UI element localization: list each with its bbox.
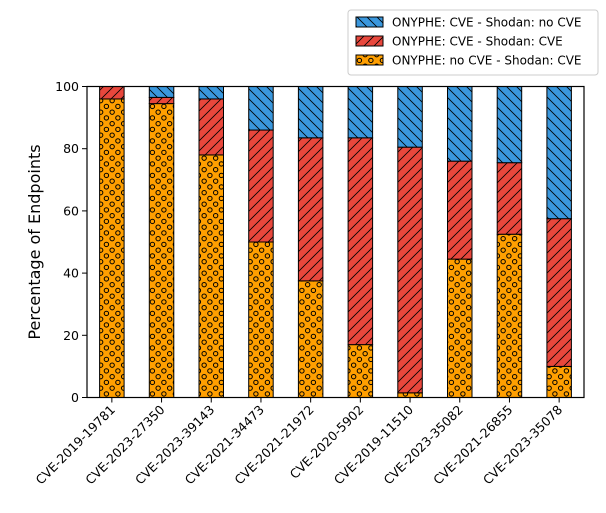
legend-swatch	[355, 16, 384, 28]
bar-segment-1-9	[496, 233, 523, 398]
y-tick-label: 20	[63, 328, 79, 343]
y-axis-label: Percentage of Endpoints	[25, 144, 44, 339]
bar-segment-3-10	[546, 86, 572, 220]
bar-segment-1-10	[546, 365, 572, 398]
y-tick-label: 0	[71, 390, 79, 405]
legend-swatch	[355, 35, 384, 47]
y-axis: 0 20 40 60 80 100	[55, 79, 87, 405]
bar-segment-3-7	[397, 86, 423, 148]
bar-segment-2-1	[99, 86, 125, 100]
bar-segment-2-7	[397, 146, 423, 394]
legend-swatch	[355, 54, 384, 66]
bar-segment-2-3	[198, 98, 224, 156]
bar-segment-3-9	[496, 86, 523, 164]
x-axis: CVE-2019-19781CVE-2023-27350CVE-2023-391…	[33, 397, 565, 487]
bar-segment-2-8	[447, 160, 473, 260]
y-tick-label: 100	[55, 79, 79, 94]
bar-segment-1-2	[148, 103, 175, 398]
legend-label: ONYPHE: no CVE - Shodan: CVE	[392, 54, 582, 68]
bar-segment-3-3	[198, 86, 224, 100]
bar-segment-2-9	[496, 162, 523, 235]
legend-label: ONYPHE: CVE - Shodan: no CVE	[392, 16, 582, 30]
bar-segment-2-6	[347, 137, 374, 346]
y-tick-label: 40	[63, 266, 79, 281]
bar-segment-1-1	[99, 98, 125, 398]
legend: ONYPHE: CVE - Shodan: no CVE ONYPHE: CVE …	[347, 9, 599, 76]
bars-layer	[99, 86, 572, 399]
bar-segment-2-5	[297, 137, 324, 282]
bar-segment-2-4	[248, 129, 274, 243]
bar-segment-3-5	[297, 86, 324, 139]
bar-segment-3-8	[447, 86, 473, 162]
y-tick-label: 60	[63, 203, 79, 218]
bar-segment-1-6	[347, 344, 374, 399]
bar-segment-1-5	[297, 280, 324, 398]
bar-segment-2-2	[148, 96, 175, 105]
plot-frame	[86, 85, 585, 399]
bar-segment-3-2	[148, 86, 175, 98]
bar-segment-1-3	[198, 154, 224, 398]
bar-segment-1-7	[397, 392, 423, 398]
bar-segment-1-4	[248, 241, 274, 398]
bar-segment-3-6	[347, 86, 374, 139]
bar-segment-3-4	[248, 86, 274, 131]
legend-label: ONYPHE: CVE - Shodan: CVE	[392, 35, 563, 49]
legend-frame	[347, 9, 599, 76]
bar-segment-2-10	[546, 218, 572, 367]
y-tick-label: 80	[63, 141, 79, 156]
bar-segment-1-8	[447, 258, 473, 399]
